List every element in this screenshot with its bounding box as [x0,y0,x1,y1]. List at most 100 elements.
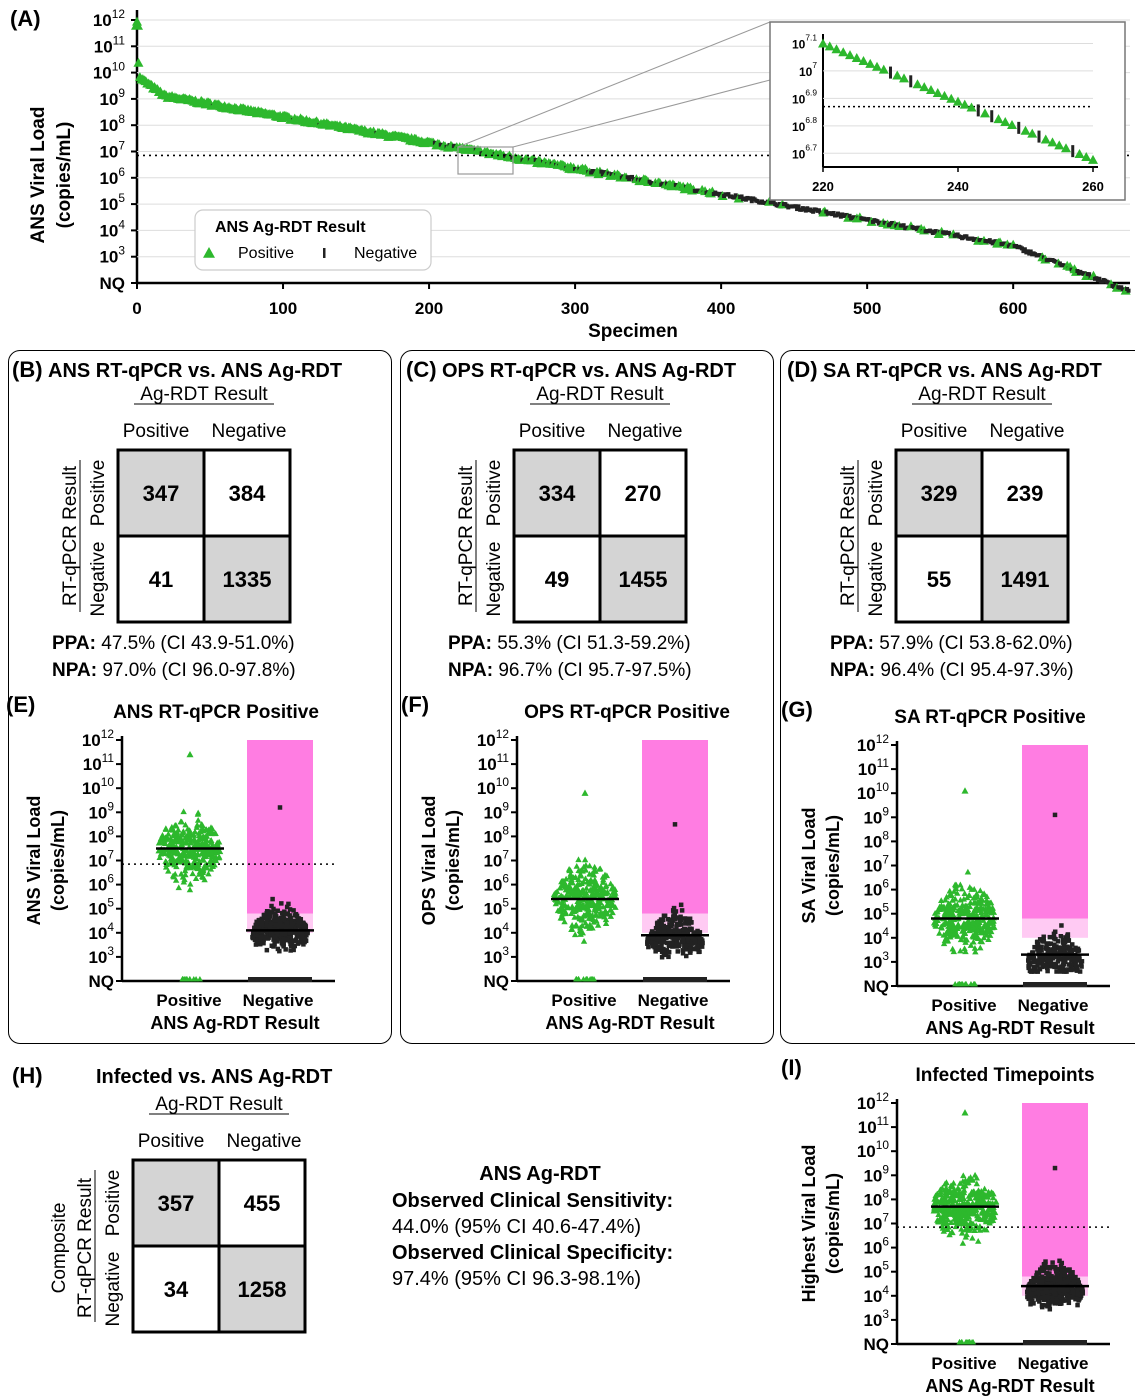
negative-marker [901,223,906,228]
positive-marker [576,927,584,934]
positive-marker [967,1218,974,1225]
shade-region [1022,1103,1088,1277]
negative-marker [1063,1279,1069,1285]
positive-marker [162,825,170,832]
positive-marker [557,892,565,899]
positive-marker [611,887,618,894]
negative-marker [1058,1263,1064,1268]
negative-marker [1036,1278,1042,1283]
positive-marker [578,922,586,929]
negative-marker [280,910,285,916]
negative-marker [666,954,671,960]
negative-nq-markers [643,977,707,982]
negative-marker [1043,1278,1048,1284]
negative-marker [1067,946,1073,951]
positive-marker [953,889,961,896]
negative-marker [1039,944,1044,950]
negative-marker [1066,938,1072,943]
negative-marker [909,75,913,88]
negative-marker [645,937,650,942]
row-positive: Positive [866,460,887,527]
negative-marker [1057,948,1063,954]
positive-marker [959,1240,967,1246]
negative-marker [1041,1290,1046,1296]
positive-marker [172,876,180,883]
x-tick-label: 400 [707,299,735,318]
negative-marker [1049,948,1054,954]
positive-marker [934,1216,941,1223]
positive-marker [980,891,988,898]
panel-letter: (F) [401,692,429,717]
negative-marker [1038,1288,1044,1293]
positive-marker [953,96,963,106]
negative-marker [1087,272,1092,277]
negative-marker [1032,944,1037,950]
negative-marker [667,917,672,923]
negative-marker [659,954,665,960]
negative-marker [287,935,293,940]
negative-marker [1062,955,1067,961]
positive-marker [950,924,958,931]
negative-marker [1061,1280,1066,1286]
positive-marker [1047,137,1058,147]
positive-marker [961,1217,969,1224]
positive-marker [892,70,903,80]
positive-marker [982,910,990,917]
negative-marker [1035,939,1040,945]
negative-marker [1059,1301,1064,1306]
negative-marker [291,947,296,953]
positive-marker [981,1185,988,1192]
negative-marker [990,110,994,123]
negative-marker [283,911,289,917]
y-tick-label: 107 [863,853,889,876]
positive-marker [970,894,977,901]
negative-marker [1057,1276,1063,1281]
cell-count: 34 [164,1277,189,1302]
negative-marker [283,947,288,952]
positive-marker [169,849,177,855]
cell-count: 239 [1007,481,1044,506]
positive-marker [965,1213,973,1220]
positive-marker [973,1180,981,1187]
negative-marker [1047,1266,1053,1271]
y-axis-label: Highest Viral Load [799,1145,819,1303]
positive-marker [941,1213,949,1220]
negative-marker [687,916,693,922]
negative-marker [1036,1290,1041,1295]
positive-marker [937,1191,945,1198]
positive-marker [985,927,992,933]
negative-marker [684,953,689,959]
positive-marker [988,917,996,924]
positive-marker [946,93,957,103]
positive-marker [961,1109,969,1116]
negative-marker [662,927,667,933]
positive-marker [567,870,574,877]
row-header: RT-qPCR Result [838,465,859,606]
positive-marker [560,902,568,909]
negative-marker [1050,956,1056,961]
positive-marker [592,911,600,917]
positive-marker [948,1196,956,1203]
negative-marker [282,931,288,937]
positive-marker [974,1215,982,1221]
positive-marker [187,839,194,846]
positive-marker [563,882,570,889]
negative-marker [1051,947,1057,952]
negative-marker [1066,1300,1072,1306]
positive-marker [181,834,189,841]
positive-marker [597,910,605,917]
negative-marker [255,923,261,929]
positive-marker [965,1207,972,1214]
positive-marker [945,900,952,907]
negative-marker [1028,1297,1033,1302]
negative-marker [1045,1265,1050,1270]
negative-marker [1071,947,1076,952]
positive-marker [178,831,186,837]
negative-marker [1059,1290,1064,1296]
positive-marker [971,1227,978,1234]
x-axis-label: ANS Ag-RDT Result [545,1013,714,1033]
negative-marker [696,941,702,946]
negative-marker [1039,948,1044,953]
negative-marker [692,946,697,952]
